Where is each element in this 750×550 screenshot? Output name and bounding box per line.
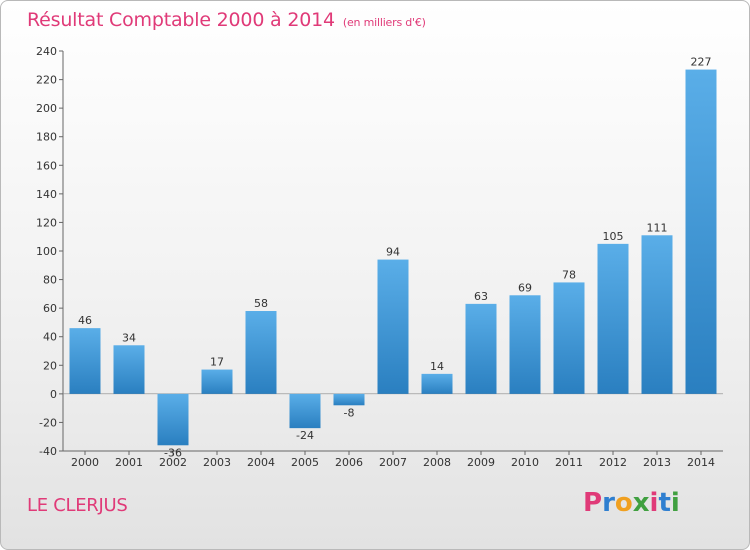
data-label: 78 bbox=[562, 268, 576, 281]
data-labels: 46 34 -36 17 58 -24 -8 94 14 63 69 78 105 111 227 bbox=[78, 56, 712, 460]
chart-title-text: Résultat Comptable 2000 à 2014 bbox=[27, 9, 335, 31]
proxiti-logo: Proxiti bbox=[583, 488, 680, 518]
bar bbox=[685, 69, 717, 394]
x-tick-label: 2014 bbox=[687, 456, 715, 469]
data-label: -24 bbox=[296, 429, 314, 442]
bar bbox=[201, 369, 233, 394]
x-tick-label: 2013 bbox=[643, 456, 671, 469]
x-tick-label: 2003 bbox=[203, 456, 231, 469]
y-tick-label: 60 bbox=[43, 302, 57, 315]
x-tick-label: 2000 bbox=[71, 456, 99, 469]
x-tick-label: 2009 bbox=[467, 456, 495, 469]
logo-letter: x bbox=[632, 488, 650, 518]
logo-letter: P bbox=[583, 488, 603, 518]
data-label: 17 bbox=[210, 356, 224, 369]
axes: -40 -20 0 20 40 60 80 100 120 140 160 180 200 220 240 2… bbox=[36, 45, 723, 469]
bar bbox=[245, 311, 277, 394]
bar bbox=[333, 393, 365, 406]
data-label: 14 bbox=[430, 360, 444, 373]
bar bbox=[465, 303, 497, 394]
chart-unit: (en milliers d'€) bbox=[342, 16, 426, 29]
y-tick-label: 120 bbox=[36, 216, 57, 229]
x-tick-label: 2010 bbox=[511, 456, 539, 469]
x-tick-label: 2008 bbox=[423, 456, 451, 469]
x-tick-label: 2005 bbox=[291, 456, 319, 469]
logo-letter: o bbox=[614, 488, 633, 518]
data-label: 63 bbox=[474, 290, 488, 303]
bar bbox=[113, 345, 145, 394]
x-tick-label: 2007 bbox=[379, 456, 407, 469]
y-tick-label: 100 bbox=[36, 245, 57, 258]
logo-letter: r bbox=[602, 488, 615, 518]
y-tick-label: 220 bbox=[36, 74, 57, 87]
bar bbox=[641, 235, 673, 394]
x-tick-label: 2002 bbox=[159, 456, 187, 469]
chart-title: Résultat Comptable 2000 à 2014 (en millie… bbox=[27, 9, 426, 31]
logo-letter: i bbox=[670, 488, 680, 518]
bar bbox=[421, 373, 453, 394]
data-label: -8 bbox=[344, 406, 355, 419]
data-label: 105 bbox=[603, 230, 624, 243]
x-tick-label: 2001 bbox=[115, 456, 143, 469]
y-tick-label: 20 bbox=[43, 359, 57, 372]
data-label: 94 bbox=[386, 246, 400, 259]
y-tick-label: 200 bbox=[36, 102, 57, 115]
y-tick-label: -20 bbox=[39, 416, 57, 429]
x-tick-label: 2006 bbox=[335, 456, 363, 469]
y-tick-label: 240 bbox=[36, 45, 57, 58]
y-tick-label: -40 bbox=[39, 445, 57, 458]
y-tick-label: 160 bbox=[36, 159, 57, 172]
bar bbox=[289, 393, 321, 429]
logo-letter: t bbox=[658, 488, 671, 518]
y-tick-label: 0 bbox=[50, 388, 57, 401]
bar bbox=[69, 328, 101, 394]
y-tick-label: 140 bbox=[36, 188, 57, 201]
commune-name: LE CLERJUS bbox=[27, 495, 128, 516]
data-label: 46 bbox=[78, 314, 92, 327]
x-tick-label: 2011 bbox=[555, 456, 583, 469]
y-tick-label: 180 bbox=[36, 131, 57, 144]
bar bbox=[509, 295, 541, 394]
bar bbox=[377, 259, 409, 394]
y-tick-label: 80 bbox=[43, 274, 57, 287]
bar bbox=[597, 243, 629, 394]
data-label: -36 bbox=[164, 446, 182, 459]
x-tick-label: 2012 bbox=[599, 456, 627, 469]
data-label: 111 bbox=[647, 221, 668, 234]
data-label: 69 bbox=[518, 281, 532, 294]
x-tick-label: 2004 bbox=[247, 456, 275, 469]
data-label: 58 bbox=[254, 297, 268, 310]
y-tick-label: 40 bbox=[43, 331, 57, 344]
bar bbox=[157, 393, 189, 446]
bars bbox=[69, 69, 717, 446]
data-label: 227 bbox=[691, 56, 712, 69]
bar bbox=[553, 282, 585, 394]
logo-letter: i bbox=[649, 488, 659, 518]
data-label: 34 bbox=[122, 331, 136, 344]
